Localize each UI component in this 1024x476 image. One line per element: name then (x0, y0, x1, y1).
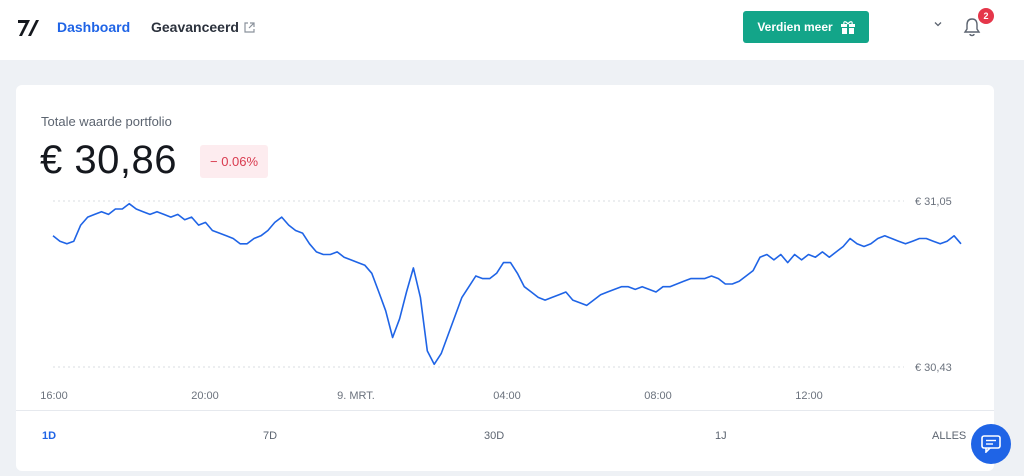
portfolio-card: Totale waarde portfolio € 30,86 − 0.06% (16, 85, 994, 471)
nav-dashboard[interactable]: Dashboard (57, 19, 131, 35)
bell-icon[interactable] (963, 17, 981, 37)
x-tick-label: 04:00 (493, 390, 521, 402)
external-link-icon (244, 21, 255, 33)
x-tick-label: 16:00 (40, 390, 68, 402)
nav-advanced[interactable]: Geavanceerd (151, 19, 255, 35)
portfolio-label: Totale waarde portfolio (41, 114, 172, 129)
notification-badge: 2 (978, 8, 994, 24)
divider (16, 410, 994, 411)
y-tick-label: € 31,05 (915, 196, 952, 208)
range-30d-button[interactable]: 30D (484, 430, 505, 442)
gift-icon (840, 20, 855, 34)
logo-icon[interactable] (17, 19, 41, 37)
x-tick-label: 12:00 (795, 390, 823, 402)
portfolio-change-badge: − 0.06% (200, 145, 269, 178)
x-tick-label: 08:00 (644, 390, 672, 402)
chat-icon (981, 435, 1001, 453)
earn-more-label: Verdien meer (757, 20, 833, 34)
chevron-down-icon[interactable] (933, 19, 943, 29)
y-tick-label: € 30,43 (915, 362, 952, 374)
range-1j-button[interactable]: 1J (715, 430, 727, 442)
range-1d-button[interactable]: 1D (42, 430, 57, 442)
portfolio-line-chart[interactable]: € 31,05 € 30,43 16:00 20:00 9. MRT. 04:00 08:0… (16, 85, 994, 415)
x-tick-label: 9. MRT. (337, 390, 375, 402)
top-navigation-bar: Dashboard Geavanceerd Verdien meer 2 (0, 0, 1024, 60)
series-line (52, 202, 962, 366)
nav-advanced-label: Geavanceerd (151, 19, 239, 35)
x-tick-label: 20:00 (191, 390, 219, 402)
range-7d-button[interactable]: 7D (263, 430, 278, 442)
range-all-button[interactable]: ALLES (932, 430, 967, 442)
portfolio-value: € 30,86 (40, 138, 177, 182)
earn-more-button[interactable]: Verdien meer (743, 11, 869, 43)
chat-button[interactable] (971, 424, 1011, 464)
